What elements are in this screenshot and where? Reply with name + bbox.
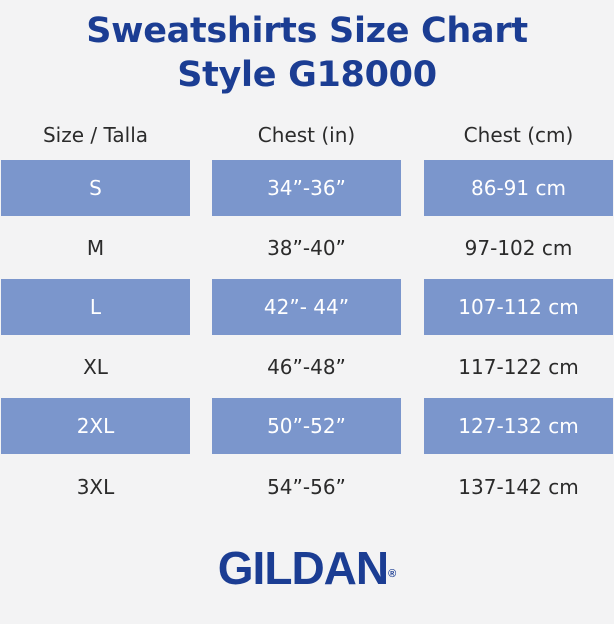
chest-in-cell: 54”-56” [267,475,346,499]
chest-cm-cell: 137-142 cm [458,475,579,499]
size-cell: L [1,279,190,335]
chest-in-cell: 50”-52” [212,398,401,454]
chest-cm-cell: 107-112 cm [424,279,613,335]
size-cell: 2XL [1,398,190,454]
chest-in-cell: 38”-40” [267,236,346,260]
chart-style-subtitle: Style G18000 [177,55,437,95]
registered-mark: ® [388,568,397,580]
header-size: Size / Talla [42,123,149,147]
chest-in-cell: 42”- 44” [212,279,401,335]
header-chest-cm: Chest (cm) [463,123,574,147]
gildan-logo: GILDAN® [0,540,614,596]
logo-text: GILDAN [217,542,389,594]
size-cell: M [86,236,105,260]
chest-cm-cell: 86-91 cm [424,160,613,216]
chest-in-cell: 46”-48” [267,355,346,379]
size-cell: 3XL [76,475,115,499]
chart-title: Sweatshirts Size Chart [86,11,528,51]
chest-cm-cell: 117-122 cm [458,355,579,379]
size-cell: S [1,160,190,216]
chest-cm-cell: 97-102 cm [464,236,573,260]
header-chest-in: Chest (in) [257,123,356,147]
chest-cm-cell: 127-132 cm [424,398,613,454]
chest-in-cell: 34”-36” [212,160,401,216]
size-cell: XL [83,355,108,379]
